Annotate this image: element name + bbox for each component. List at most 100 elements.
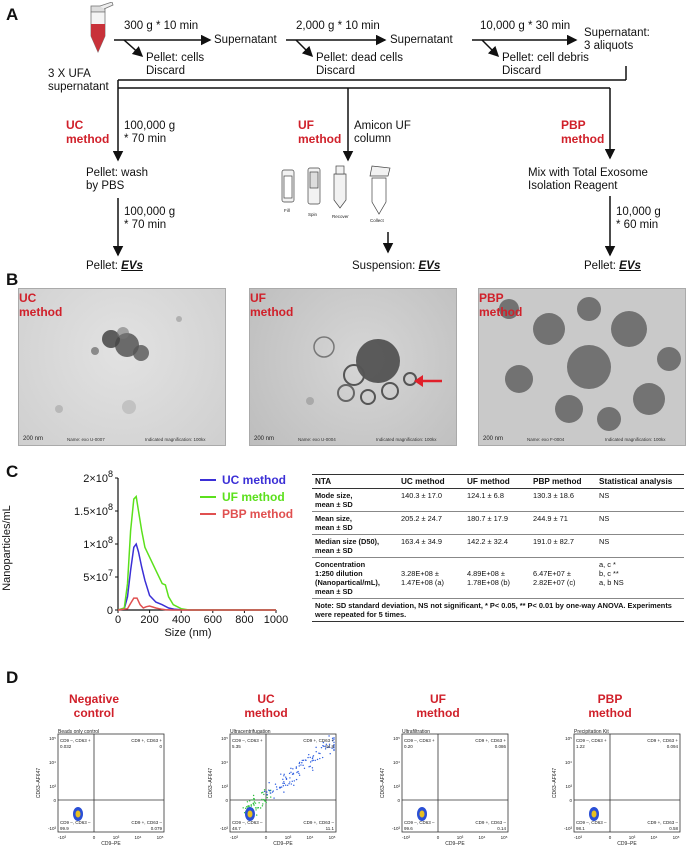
- flow-subtitle: Ultrafiltration: [402, 729, 430, 735]
- flow-y-tick: 10⁴: [49, 760, 56, 765]
- uf-result: Suspension: EVs: [352, 260, 441, 272]
- nta-table-header-row: NTA UC method UF method PBP method Stati…: [312, 474, 684, 489]
- flow-event-dot: [263, 790, 266, 793]
- step1-condition: 300 g * 10 min: [124, 20, 199, 32]
- flow-event-dot: [319, 757, 321, 760]
- flow-event-dot: [296, 771, 298, 774]
- quadrant-lr-label: CD9 +, CD63 –: [475, 820, 506, 825]
- quadrant-ur-label: CD9 +, CD63 +: [475, 738, 506, 743]
- flow-x-tick: 10⁴: [135, 835, 142, 840]
- flow-x-tick: 10⁵: [329, 835, 336, 840]
- pbp-mix-1: Mix with Total Exosome: [528, 167, 648, 179]
- flow-event-dot: [283, 791, 285, 793]
- flow-event-dot: [279, 786, 282, 789]
- flow-x-tick: 10⁴: [307, 835, 314, 840]
- flow-event-dot: [262, 791, 264, 794]
- flow-event-dot: [314, 759, 316, 762]
- nta-table-row: Mean size, mean ± SD 205.2 ± 24.7 180.7 ± …: [312, 511, 684, 535]
- flow-event-dot: [312, 755, 315, 757]
- chart-x-tick-label: 600: [204, 614, 222, 626]
- flow-title-line1: UC: [257, 692, 275, 706]
- nta-cell-stat: NS: [596, 534, 684, 558]
- flow-event-dot: [302, 759, 305, 762]
- quadrant-ll-label: CD9 –, CD63 –: [232, 820, 263, 825]
- flow-population-core: [247, 810, 253, 818]
- flow-x-tick: 10³: [457, 835, 464, 840]
- nta-cell-pbp: 130.3 ± 18.6: [530, 488, 596, 512]
- tem-uc-scale: 200 nm: [23, 436, 44, 442]
- flow-x-tick: 10⁴: [479, 835, 486, 840]
- flow-y-tick: 0: [397, 798, 400, 803]
- pbp-result: Pellet: EVs: [584, 260, 641, 272]
- flow-x-axis-label: CD9–PE: [273, 841, 293, 846]
- flow-event-dot: [319, 752, 321, 755]
- flow-x-tick: -10³: [574, 835, 583, 840]
- quadrant-ll-value: 48.7: [232, 826, 241, 831]
- step2-pellet-2: Discard: [316, 65, 355, 77]
- nta-cell-uc: 205.2 ± 24.7: [398, 511, 464, 535]
- nta-cell-pbp: 191.0 ± 82.7: [530, 534, 596, 558]
- nta-header-uf: UF method: [464, 474, 530, 489]
- flow-y-tick: 10⁵: [565, 736, 572, 741]
- nta-header-uc: UC method: [398, 474, 464, 489]
- flow-event-dot: [298, 765, 300, 767]
- flow-event-dot: [254, 807, 257, 809]
- flow-y-tick: 10⁴: [565, 760, 572, 765]
- flow-event-dot: [333, 748, 335, 750]
- quadrant-ll-label: CD9 –, CD63 –: [576, 820, 607, 825]
- flow-event-dot: [263, 793, 265, 796]
- step3-pellet-1: Pellet: cell debris: [502, 52, 589, 64]
- nta-table: NTA UC method UF method PBP method Stati…: [312, 474, 684, 622]
- flow-population-core: [75, 810, 81, 818]
- flow-event-dot: [285, 776, 287, 778]
- nta-table-row: Median size (D50), mean ± SD 163.4 ± 34.9…: [312, 534, 684, 558]
- flow-event-dot: [261, 798, 263, 801]
- quadrant-lr-value: 0.14: [497, 826, 506, 831]
- tem-uf-label: UF method: [250, 291, 293, 319]
- flow-plot: Beads only control CD9 –, CD63 +0.032 CD9 …: [36, 729, 165, 846]
- quadrant-ul-label: CD9 –, CD63 +: [576, 738, 607, 743]
- uf-cond-2: column: [354, 133, 392, 145]
- flow-y-axis-label: CD63–AF647: [208, 768, 214, 799]
- flow-x-tick: 0: [609, 835, 612, 840]
- flow-event-dot: [253, 798, 255, 800]
- chart-x-tick-label: 1000: [264, 614, 288, 626]
- nta-cell-uf: 4.89E+08 ± 1.78E+08 (b): [464, 557, 530, 599]
- nta-cell-uc: 3.28E+08 ± 1.47E+08 (a): [398, 557, 464, 599]
- flow-x-axis-label: CD9–PE: [617, 841, 637, 846]
- pbp-label-line2: method: [561, 132, 605, 146]
- step3-pellet-2: Discard: [502, 65, 541, 77]
- flow-event-dot: [251, 799, 253, 801]
- flow-event-dot: [283, 781, 285, 783]
- chart-y-tick-label: 0: [107, 605, 113, 617]
- flow-event-dot: [327, 746, 329, 749]
- flow-event-dot: [291, 773, 294, 775]
- tem-uc-name: Name: exo U-0007: [67, 437, 105, 442]
- nta-cell-uc: 163.4 ± 34.9: [398, 534, 464, 558]
- flow-event-dot: [254, 802, 257, 804]
- flow-y-tick: 10³: [393, 784, 400, 789]
- supernatant-3-2: 3 aliquots: [584, 40, 634, 52]
- nta-cell-uf: 142.2 ± 32.4: [464, 534, 530, 558]
- flow-plot-title: UC method: [236, 692, 296, 720]
- quadrant-ur-value: 34.8: [325, 744, 334, 749]
- flow-event-dot: [321, 756, 324, 759]
- chart-y-tick-label: 5×107: [83, 568, 113, 584]
- flow-event-dot: [328, 743, 331, 745]
- flow-event-dot: [295, 767, 297, 769]
- nta-table-row: Mode size, mean ± SD 140.3 ± 17.0 124.1 ± …: [312, 488, 684, 512]
- flow-subtitle: Beads only control: [58, 729, 99, 735]
- flow-event-dot: [258, 802, 260, 804]
- panel-c-letter: C: [6, 462, 19, 481]
- uc-cond1-2: * 70 min: [124, 133, 167, 145]
- flow-event-dot: [285, 777, 288, 780]
- nta-chart: 0 200 400 600 800 100005×1071×1081.5×1082×108…: [1, 469, 293, 639]
- flow-event-dot: [266, 796, 269, 799]
- tem-image-pbp: 200 nm Name: exo F-0004 Indicated magnif…: [478, 288, 686, 446]
- y-tick-base: 1×10: [83, 539, 108, 551]
- y-tick-base: 5×10: [83, 572, 108, 584]
- flow-event-dot: [297, 770, 299, 773]
- y-tick-exponent: 8: [108, 502, 113, 512]
- flow-x-tick: 0: [437, 835, 440, 840]
- quadrant-ur-value: 0.086: [495, 744, 507, 749]
